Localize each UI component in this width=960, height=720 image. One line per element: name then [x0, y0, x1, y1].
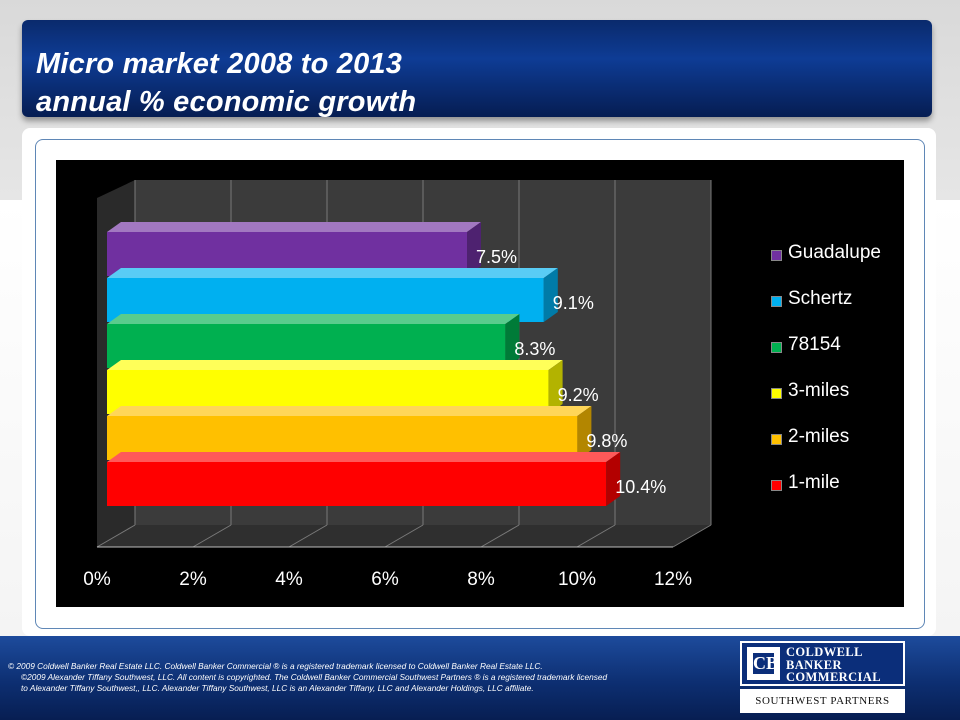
- legend-swatch-guadalupe: [771, 250, 782, 261]
- chart-plot: 0% 2% 4% 6% 8% 10% 12% 7.5% 9.1% 8.3% 9.2% 9.8% 10.4…: [83, 180, 712, 590]
- x-tick-label-4: 4%: [275, 569, 303, 590]
- legend-swatch-schertz: [771, 296, 782, 307]
- legend-swatch-2-miles: [771, 434, 782, 445]
- x-tick-label-10: 10%: [558, 569, 596, 590]
- bar-end-1-mile: [606, 452, 621, 506]
- bar-end-78154: [505, 314, 520, 368]
- floor-gridline-12: [672, 524, 712, 548]
- growth-chart: 0% 2% 4% 6% 8% 10% 12% 7.5% 9.1% 8.3% 9.2% 9.8% 10.4…: [56, 160, 904, 607]
- legend-item-schertz: Schertz: [768, 288, 898, 334]
- cb-logo-mark: CB: [747, 647, 780, 680]
- legend-swatch-3-miles: [771, 388, 782, 399]
- x-tick-label-12: 12%: [654, 569, 692, 590]
- bar-end-schertz: [543, 268, 558, 322]
- floor-gridline-10: [576, 524, 616, 548]
- floor-gridline-2: [192, 524, 232, 548]
- logo-subtitle: SOUTHWEST PARTNERS: [740, 689, 905, 713]
- legend-item-78154: 78154: [768, 334, 898, 380]
- legend-swatch-1-mile: [771, 480, 782, 491]
- legend-label-78154: 78154: [788, 334, 841, 355]
- floor-gridline-4: [288, 524, 328, 548]
- legend-label-schertz: Schertz: [788, 288, 853, 309]
- bar-top-2-miles: [107, 406, 592, 416]
- chart-legend: Guadalupe Schertz 78154 3-miles 2-miles 1-mil…: [768, 242, 898, 518]
- coldwell-banker-logo: CB COLDWELL BANKER COMMERCIAL: [740, 641, 905, 686]
- legend-swatch-78154: [771, 342, 782, 353]
- bar-end-3-miles: [548, 360, 563, 414]
- cb-logo-glyph: CB: [753, 653, 779, 674]
- x-tick-label-6: 6%: [371, 569, 399, 590]
- legend-label-3-miles: 3-miles: [788, 380, 850, 401]
- logo-wordmark: COLDWELL BANKER COMMERCIAL: [786, 646, 881, 684]
- legend-item-3-miles: 3-miles: [768, 380, 898, 426]
- copyright-line-3: to Alexander Tiffany Southwest,, LLC. Al…: [21, 683, 534, 693]
- legend-label-2-miles: 2-miles: [788, 426, 850, 447]
- data-label-78154: 8.3%: [514, 339, 555, 359]
- legend-item-1-mile: 1-mile: [768, 472, 898, 518]
- slide-title-line-1: Micro market 2008 to 2013: [36, 48, 403, 80]
- data-label-3-miles: 9.2%: [558, 385, 599, 405]
- bar-top-1-mile: [107, 452, 621, 462]
- copyright-notice: © 2009 Coldwell Banker Real Estate LLC. …: [8, 661, 738, 694]
- data-label-1-mile: 10.4%: [615, 477, 666, 497]
- bar-top-78154: [107, 314, 520, 324]
- logo-word-2: BANKER: [786, 657, 842, 672]
- floor-gridline-6: [384, 524, 424, 548]
- floor-gridline-8: [480, 524, 520, 548]
- logo-word-3: COMMERCIAL: [786, 670, 881, 684]
- bar-1-mile: [107, 462, 607, 506]
- copyright-line-2: ©2009 Alexander Tiffany Southwest, LLC. …: [21, 672, 608, 682]
- floor-gridline-0: [96, 524, 136, 548]
- logo-word-1: COLDWELL: [786, 645, 863, 659]
- data-label-2-miles: 9.8%: [586, 431, 627, 451]
- legend-label-guadalupe: Guadalupe: [788, 242, 881, 263]
- legend-item-2-miles: 2-miles: [768, 426, 898, 472]
- title-banner: Micro market 2008 to 2013 annual % econo…: [22, 20, 932, 118]
- legend-item-guadalupe: Guadalupe: [768, 242, 898, 288]
- data-label-guadalupe: 7.5%: [476, 247, 517, 267]
- bar-top-schertz: [107, 268, 558, 278]
- bar-end-2-miles: [577, 406, 592, 460]
- x-tick-label-2: 2%: [179, 569, 207, 590]
- bar-top-guadalupe: [107, 222, 481, 232]
- legend-label-1-mile: 1-mile: [788, 472, 840, 493]
- bar-top-3-miles: [107, 360, 563, 370]
- x-tick-label-8: 8%: [467, 569, 495, 590]
- x-tick-label-0: 0%: [83, 569, 111, 590]
- data-label-schertz: 9.1%: [553, 293, 594, 313]
- copyright-line-1: © 2009 Coldwell Banker Real Estate LLC. …: [8, 661, 543, 671]
- slide-title-line-2: annual % economic growth: [36, 86, 417, 118]
- bar-end-guadalupe: [467, 222, 481, 276]
